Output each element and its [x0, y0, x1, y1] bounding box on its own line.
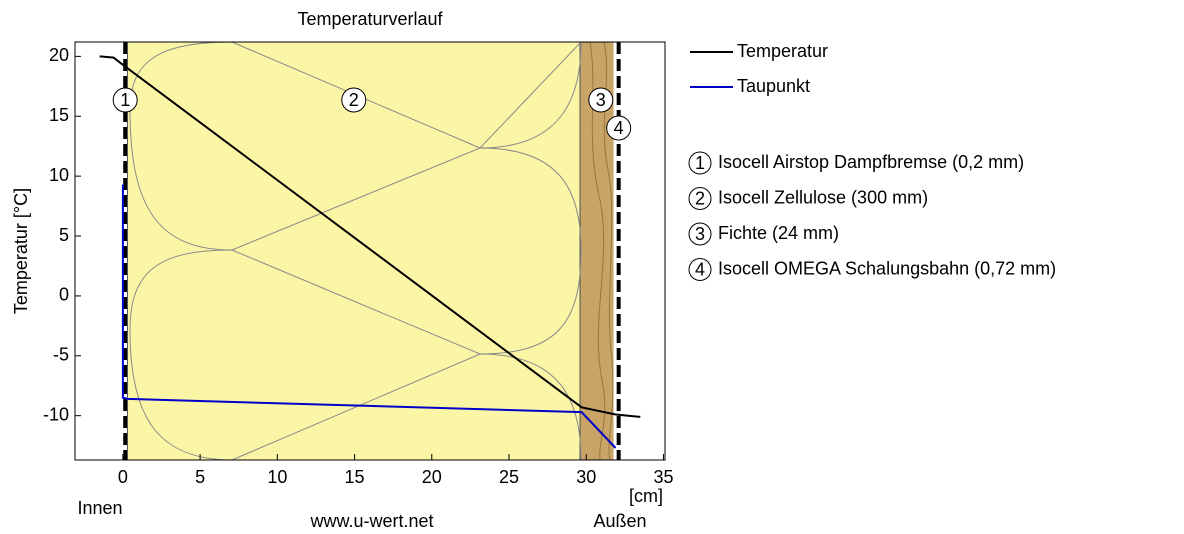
x-tick-label: 35: [653, 467, 673, 487]
x-tick-label: 10: [267, 467, 287, 487]
layer-legend-marker: [688, 151, 712, 175]
y-tick-label: 20: [49, 45, 69, 65]
chart-title: Temperaturverlauf: [297, 9, 443, 29]
layer-marker: [112, 87, 138, 113]
x-tick-label: 30: [576, 467, 596, 487]
layer-marker: [588, 87, 614, 113]
layer-legend-marker: [688, 187, 712, 210]
series-line: [99, 55, 641, 418]
layer-legend-number: 2: [695, 188, 705, 208]
y-axis-label: Temperatur [°C]: [11, 188, 31, 314]
y-tick-label: 0: [59, 285, 69, 305]
x-tick-label: 0: [118, 467, 128, 487]
y-tick-label: 15: [49, 105, 69, 125]
layer-marker-number: 2: [349, 90, 359, 110]
layer-marker: [341, 87, 367, 113]
layer-legend-number: 3: [695, 224, 705, 244]
legend-label: Taupunkt: [737, 76, 810, 96]
layer-legend-label: Isocell OMEGA Schalungsbahn (0,72 mm): [718, 258, 1056, 278]
x-tick-label: 5: [195, 467, 205, 487]
layer-marker-number: 1: [120, 90, 130, 110]
x-tick-label: 15: [345, 467, 365, 487]
y-tick-label: -10: [43, 404, 69, 424]
inside-label: Innen: [77, 498, 122, 518]
y-tick-label: 5: [59, 225, 69, 245]
y-tick-label: -5: [53, 345, 69, 365]
layer-legend-number: 4: [695, 259, 705, 279]
layer-marker: [606, 115, 632, 141]
layer-marker-number: 3: [596, 90, 606, 110]
wood-grain: [589, 41, 606, 461]
plot: 0 5 10 15 20 25 30 35 -10 -5 0 5 10 15 20: [43, 41, 673, 487]
legend-label: Temperatur: [737, 41, 828, 61]
series-line: [121, 184, 617, 449]
y-tick-label: 10: [49, 165, 69, 185]
layer-marker-number: 4: [614, 118, 624, 138]
layer-legend-label: Fichte (24 mm): [718, 223, 839, 243]
layer-legend-marker: [688, 222, 712, 246]
x-axis-label: [cm]: [629, 486, 663, 506]
outside-label: Außen: [593, 511, 646, 531]
plot-frame: [74, 41, 666, 461]
layer-legend-marker: [688, 258, 712, 281]
source-label: www.u-wert.net: [309, 511, 433, 531]
layer-legend-number: 1: [695, 153, 705, 173]
x-tick-label: 25: [499, 467, 519, 487]
layer-legend-label: Isocell Zellulose (300 mm): [718, 187, 928, 207]
x-tick-label: 20: [422, 467, 442, 487]
pattern: [479, 41, 582, 149]
layer-legend-label: Isocell Airstop Dampfbremse (0,2 mm): [718, 152, 1024, 172]
